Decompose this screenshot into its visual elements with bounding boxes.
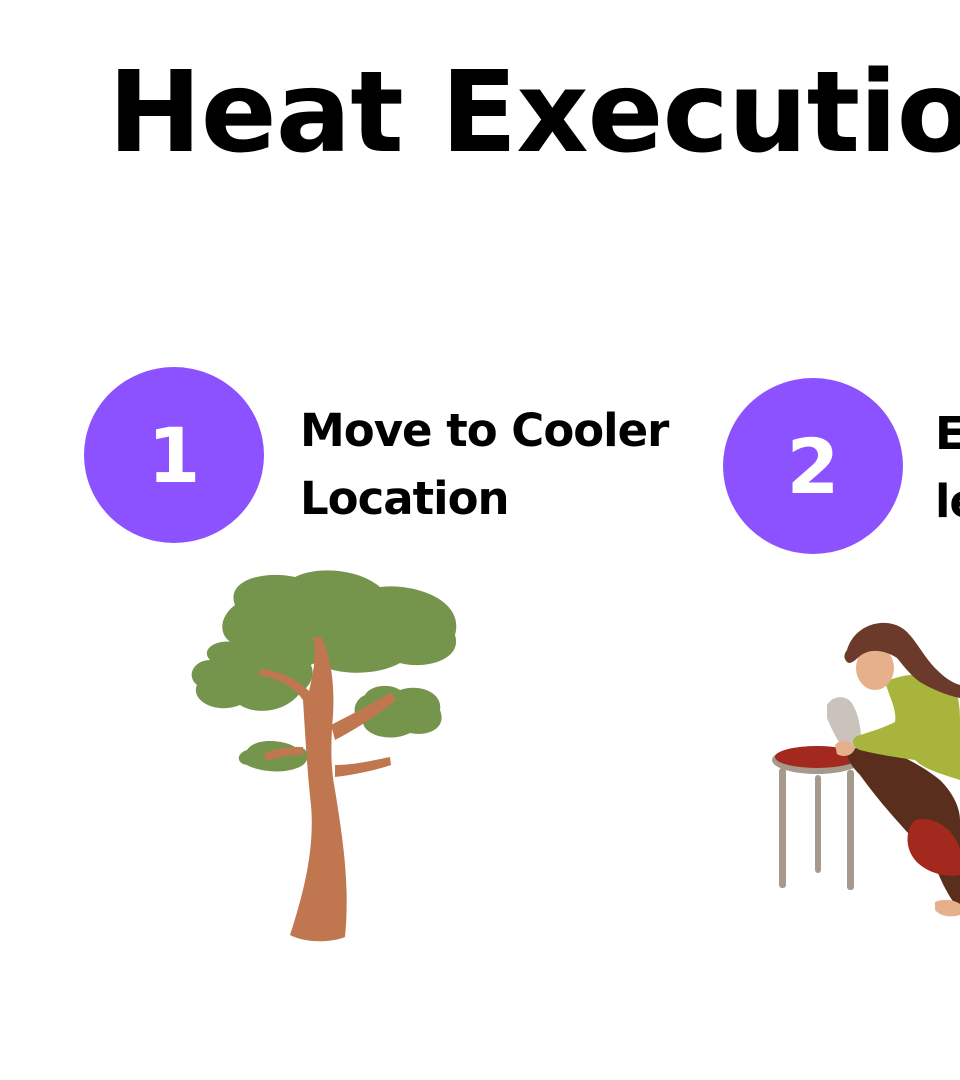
person-elevating-legs-icon xyxy=(772,622,960,917)
page-title: Heat Executio xyxy=(108,48,960,178)
step-1-label-line-2: Location xyxy=(300,472,510,525)
step-2-number: 2 xyxy=(786,421,840,511)
step-2-label: E le xyxy=(935,400,960,536)
step-1-label-line-1: Move to Cooler xyxy=(300,404,669,457)
step-1-label: Move to Cooler Location xyxy=(300,397,669,533)
step-1-number-badge: 1 xyxy=(84,367,264,543)
step-2-number-badge: 2 xyxy=(723,378,903,554)
tree-icon xyxy=(191,570,457,942)
step-2-label-line-1: E xyxy=(935,407,960,460)
step-1-number: 1 xyxy=(147,410,201,500)
step-2-label-line-2: le xyxy=(935,475,960,528)
